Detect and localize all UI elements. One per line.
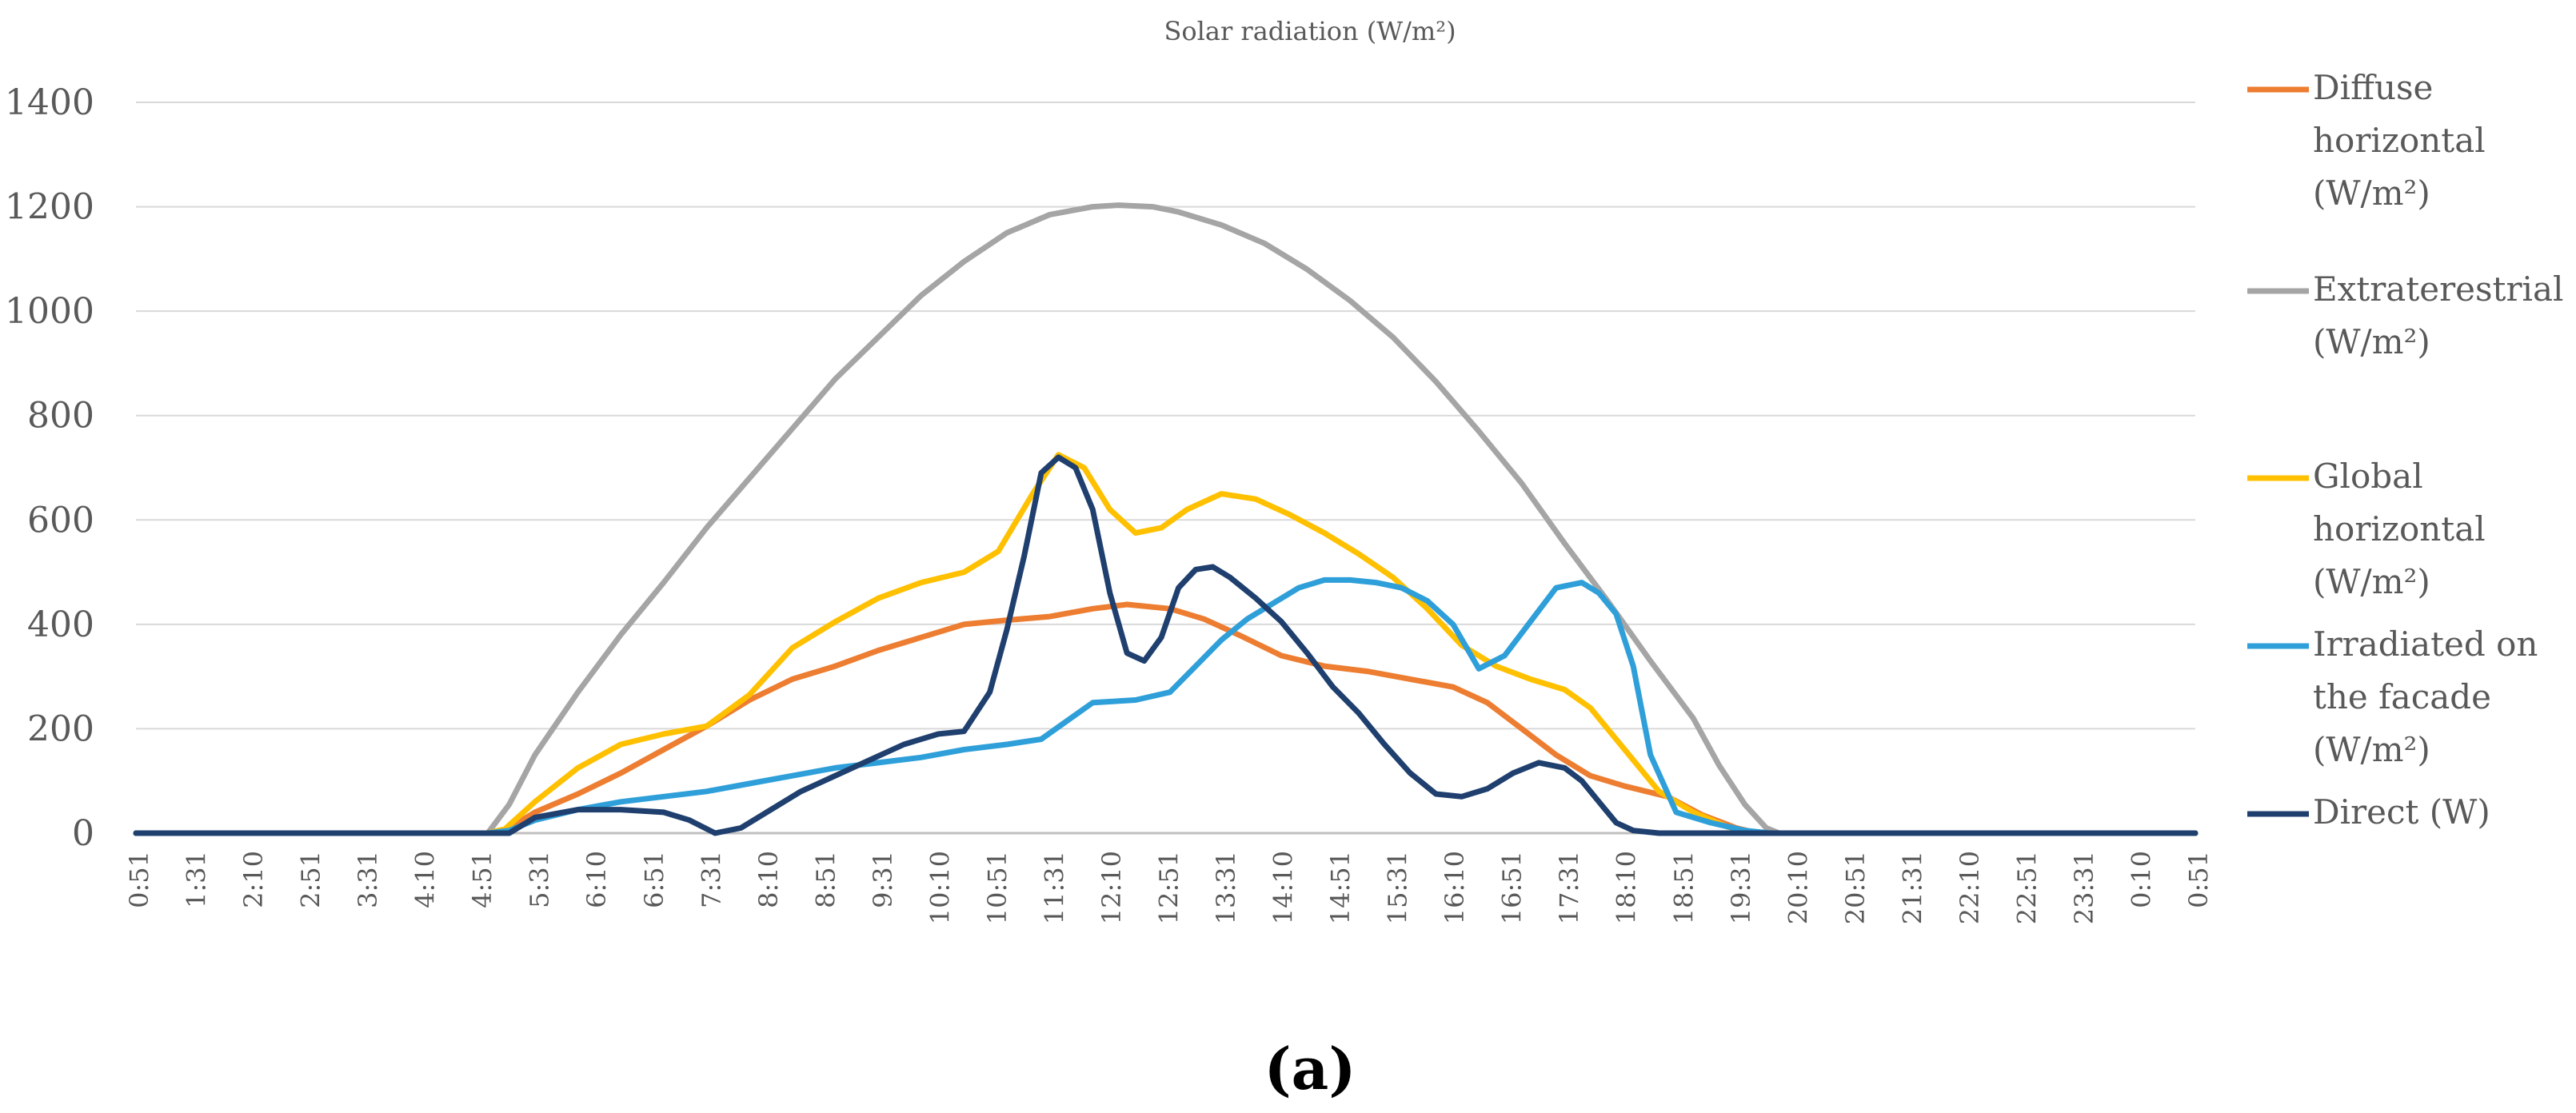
x-tick-label: 13:31 [1211, 851, 1241, 924]
x-tick-label: 0:51 [2183, 851, 2214, 908]
series-line-1 [133, 202, 2199, 836]
legend-label: horizontal [2313, 509, 2486, 549]
x-tick-label: 11:31 [1039, 851, 1069, 924]
series-line-2 [133, 452, 2199, 836]
x-tick-label: 12:10 [1096, 851, 1127, 924]
x-tick-label: 19:31 [1726, 851, 1756, 924]
series-line-0 [133, 601, 2199, 836]
x-tick-label: 12:51 [1154, 851, 1184, 924]
x-tick-label: 10:10 [925, 851, 955, 924]
legend-label: (W/m²) [2313, 730, 2430, 769]
x-tick-label: 14:10 [1268, 851, 1299, 924]
x-tick-label: 20:10 [1783, 851, 1813, 924]
legend-label: (W/m²) [2313, 562, 2430, 601]
y-tick-label: 200 [27, 708, 94, 749]
y-tick-label: 1000 [5, 291, 94, 332]
x-tick-label: 4:51 [467, 851, 497, 908]
x-tick-label: 2:51 [296, 851, 326, 908]
legend-item-3: Irradiated on the facade (W/m²) [2247, 624, 2538, 769]
legend-label: Irradiated on [2313, 624, 2538, 664]
x-tick-label: 16:10 [1440, 851, 1470, 924]
x-tick-label: 16:51 [1497, 851, 1528, 924]
figure-caption: (a) [1264, 1035, 1356, 1103]
legend-label: (W/m²) [2313, 322, 2430, 361]
legend-item-1: Extraterestrial (W/m²) [2247, 269, 2563, 361]
y-tick-label: 1400 [5, 82, 94, 123]
legend-label: horizontal [2313, 121, 2486, 160]
y-tick-label: 0 [72, 813, 94, 854]
x-tick-label: 22:51 [2011, 851, 2042, 924]
legend-item-0: Diffuse horizontal (W/m²) [2247, 68, 2486, 213]
legend-label: the facade [2313, 677, 2491, 716]
legend-item-2: Global horizontal (W/m²) [2247, 457, 2486, 601]
x-tick-label: 9:31 [868, 851, 898, 908]
x-tick-label: 15:31 [1383, 851, 1413, 924]
x-axis-ticks: 0:51 1:31 2:10 2:51 3:31 4:10 4:51 5:31 6:10 6:51… [124, 851, 2214, 924]
legend-label: (W/m²) [2313, 174, 2430, 213]
legend-label: Global [2313, 457, 2423, 496]
series-line-4 [133, 454, 2199, 836]
x-tick-label: 8:10 [753, 851, 784, 908]
x-tick-label: 6:10 [581, 851, 612, 908]
x-tick-label: 20:51 [1840, 851, 1871, 924]
x-tick-label: 22:10 [1955, 851, 1985, 924]
x-tick-label: 23:31 [2069, 851, 2099, 924]
chart-title: Solar radiation (W/m²) [1164, 16, 1456, 46]
series-lines [133, 202, 2199, 836]
x-tick-label: 6:51 [639, 851, 669, 908]
x-tick-label: 3:31 [353, 851, 383, 908]
x-tick-label: 21:31 [1897, 851, 1927, 924]
x-tick-label: 17:31 [1554, 851, 1584, 924]
x-tick-label: 0:10 [2126, 851, 2156, 908]
x-tick-label: 14:51 [1325, 851, 1356, 924]
legend-label: Direct (W) [2313, 792, 2490, 832]
legend: Diffuse horizontal (W/m²) Extraterestrial (W… [2247, 68, 2563, 832]
x-tick-label: 0:51 [124, 851, 154, 908]
series-line-3 [133, 576, 2199, 836]
x-tick-label: 18:10 [1611, 851, 1642, 924]
y-axis-ticks: 0 200 400 600 800 1000 1200 1400 [5, 82, 94, 854]
y-tick-label: 1200 [5, 187, 94, 228]
legend-item-4: Direct (W) [2247, 792, 2490, 832]
y-tick-label: 800 [27, 396, 94, 437]
y-tick-label: 600 [27, 500, 94, 541]
x-tick-label: 8:51 [810, 851, 841, 908]
y-tick-label: 400 [27, 604, 94, 645]
x-tick-label: 18:51 [1668, 851, 1699, 924]
legend-label: Extraterestrial [2313, 269, 2563, 309]
x-tick-label: 2:10 [238, 851, 269, 908]
x-tick-label: 4:10 [410, 851, 441, 908]
x-tick-label: 10:51 [982, 851, 1012, 924]
legend-label: Diffuse [2313, 68, 2433, 107]
x-tick-label: 7:31 [696, 851, 726, 908]
x-tick-label: 5:31 [525, 851, 555, 908]
x-tick-label: 1:31 [182, 851, 212, 908]
